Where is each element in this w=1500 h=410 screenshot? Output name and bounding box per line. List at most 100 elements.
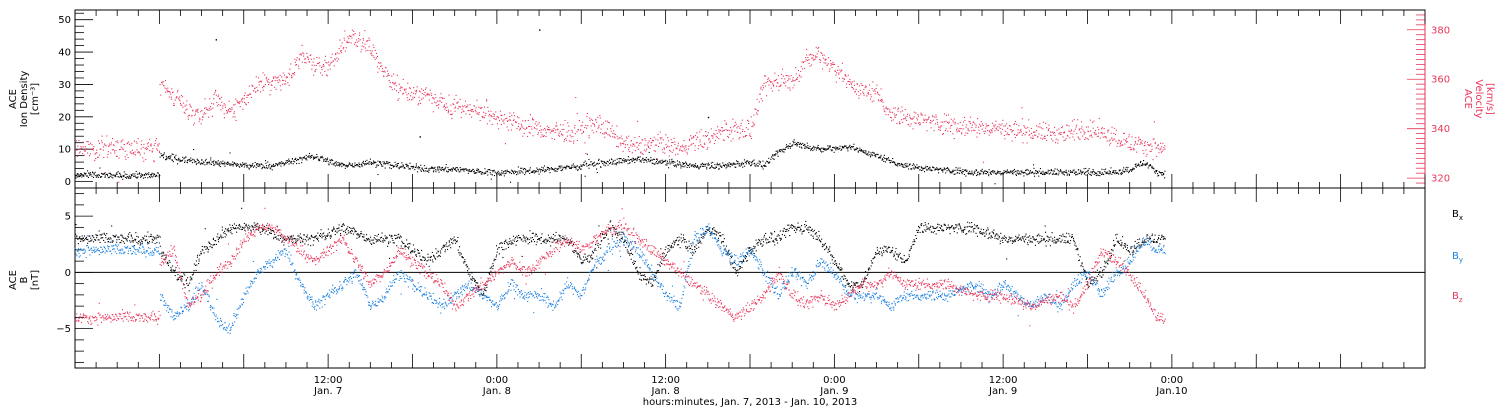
bx-series-point [278, 239, 280, 241]
velocity-series-point [1124, 143, 1126, 145]
density-series-point [551, 168, 553, 170]
density-series-point [782, 151, 784, 153]
velocity-series-point [324, 59, 326, 61]
density-series-point [123, 171, 125, 173]
velocity-series-point [737, 131, 739, 133]
velocity-series-point [245, 104, 247, 106]
density-series-point [637, 156, 639, 158]
density-series-point [357, 164, 359, 166]
velocity-series-point [1073, 139, 1075, 141]
bx-series-point [363, 239, 365, 241]
density-series-point [653, 163, 655, 165]
density-series-point [107, 175, 109, 177]
density-series-point [365, 163, 367, 165]
density-series-point [937, 169, 939, 171]
velocity-series-point [173, 104, 175, 106]
velocity-series-point [376, 66, 378, 68]
density-series-point [417, 171, 419, 173]
bx-series-point [331, 229, 333, 231]
bx-series-point [270, 232, 272, 234]
velocity-series-point [596, 121, 598, 123]
density-series-point [1052, 172, 1054, 174]
density-series-point [413, 166, 415, 168]
bx-series-point [436, 252, 438, 254]
velocity-series-point [1046, 127, 1048, 129]
bx-series-point [109, 237, 111, 239]
density-series-point [428, 168, 430, 170]
velocity-series-point [122, 147, 124, 149]
velocity-series-point [937, 123, 939, 125]
density-series-point [942, 171, 944, 173]
velocity-series-point [909, 116, 911, 118]
density-series-point [921, 167, 923, 169]
bx-series-point [470, 278, 472, 280]
velocity-series-point [185, 104, 187, 106]
velocity-series-point [875, 87, 877, 89]
velocity-series-point [173, 102, 175, 104]
density-series-point [693, 165, 695, 167]
density-series-point [1090, 174, 1092, 176]
velocity-series-point [947, 114, 949, 116]
velocity-series-point [452, 103, 454, 105]
density-series-point [570, 167, 572, 169]
density-series-point [538, 169, 540, 171]
velocity-series-point [1085, 137, 1087, 139]
density-series-point [810, 148, 812, 150]
density-series-point [264, 167, 266, 169]
bx-series-point [177, 279, 179, 281]
density-series-point [188, 158, 190, 160]
velocity-series-point [361, 49, 363, 51]
velocity-series-point [99, 154, 101, 156]
velocity-series-point [858, 95, 860, 97]
velocity-series-point [1125, 139, 1127, 141]
density-series-point [1023, 172, 1025, 174]
density-series-point [921, 170, 923, 172]
density-series-point [751, 161, 753, 163]
velocity-series-point [465, 113, 467, 115]
velocity-series-point [980, 125, 982, 127]
velocity-series-point [176, 96, 178, 98]
velocity-series-point [206, 109, 208, 111]
density-series-point [78, 176, 80, 178]
bx-series-point [98, 230, 100, 232]
bx-series-point [306, 236, 308, 238]
density-series-point [600, 160, 602, 162]
density-series-point [718, 168, 720, 170]
density-series-point [1125, 166, 1127, 168]
velocity-series-point [396, 90, 398, 92]
bx-series-point [297, 235, 299, 237]
density-series-point [108, 176, 110, 178]
density-series-point [358, 163, 360, 165]
density-series-point [655, 158, 657, 160]
velocity-series-point [464, 105, 466, 107]
bx-series-point [215, 243, 217, 245]
velocity-series-point [613, 130, 615, 132]
velocity-series-point [343, 47, 345, 49]
bx-series-point [446, 242, 448, 244]
density-series-point [1148, 165, 1150, 167]
velocity-series-point [598, 126, 600, 128]
velocity-series-point [880, 99, 882, 101]
density-series-point [1144, 164, 1146, 166]
density-series-point [336, 164, 338, 166]
bx-series-point [347, 230, 349, 232]
density-series-point [385, 163, 387, 165]
velocity-series-point [201, 110, 203, 112]
density-series-point [649, 160, 651, 162]
density-series-point [1142, 164, 1144, 166]
velocity-series-point [344, 50, 346, 52]
velocity-series-point [1134, 142, 1136, 144]
velocity-series-point [313, 74, 315, 76]
velocity-series-point [170, 96, 172, 98]
density-series-point [661, 162, 663, 164]
bx-series-point [179, 275, 181, 277]
density-series-point [962, 169, 964, 171]
velocity-series-point [368, 46, 370, 48]
density-series-point [177, 163, 179, 165]
bx-series-point [200, 253, 202, 255]
density-series-point [657, 159, 659, 161]
velocity-series-point [773, 85, 775, 87]
bx-series-point [415, 254, 417, 256]
velocity-series-point [113, 144, 115, 146]
velocity-series-point [322, 64, 324, 66]
